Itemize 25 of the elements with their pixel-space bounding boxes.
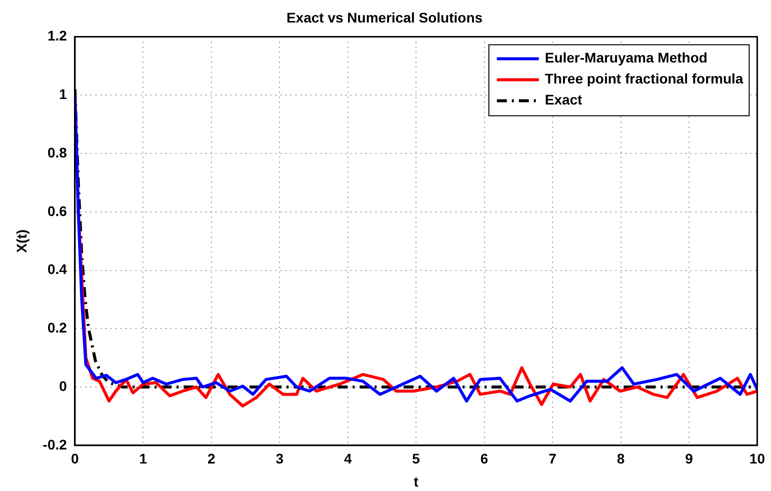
x-tick-label: 7 (548, 450, 557, 467)
x-tick-label: 2 (207, 450, 216, 467)
y-tick-label: 0.2 (47, 320, 68, 336)
y-tick-label: 0.8 (47, 144, 68, 160)
y-tick-label: -0.2 (42, 436, 68, 452)
x-tick-label: 5 (412, 450, 420, 467)
y-tick-label: 0 (59, 378, 68, 394)
x-tick-label: 0 (71, 450, 80, 467)
x-axis-title: t (414, 473, 419, 490)
x-tick-label: 6 (480, 450, 488, 467)
x-tick-label: 10 (749, 450, 766, 467)
x-tick-label: 4 (344, 450, 352, 467)
legend-label: Three point fractional formula (544, 70, 744, 87)
x-tick-label: 9 (685, 450, 694, 467)
chart-title: Exact vs Numerical Solutions (286, 9, 483, 26)
x-tick-label: 3 (276, 450, 284, 467)
y-axis-title: X(t) (13, 229, 30, 253)
legend-label: Exact (544, 92, 583, 108)
x-tick-label: 8 (616, 450, 625, 467)
y-tick-label: 1.2 (47, 28, 68, 44)
y-tick-label: 0.6 (47, 202, 68, 219)
y-tick-label: 0.4 (47, 261, 68, 278)
x-tick-label: 1 (139, 450, 148, 467)
y-tick-label: 1 (59, 86, 68, 102)
legend-label: Euler-Maruyama Method (544, 50, 708, 66)
